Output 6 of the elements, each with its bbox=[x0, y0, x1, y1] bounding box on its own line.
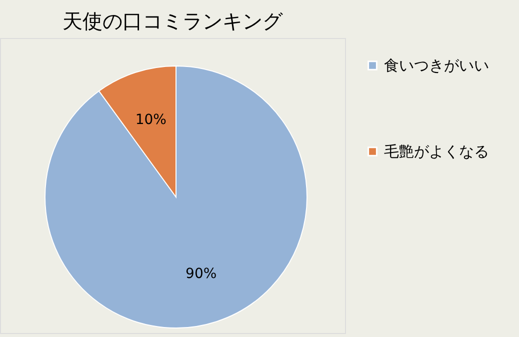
data-label: 10% bbox=[135, 112, 166, 128]
legend-label: 毛艶がよくなる bbox=[384, 142, 489, 160]
data-label: 90% bbox=[186, 266, 217, 282]
pie-slice bbox=[44, 66, 308, 328]
chart-title: 天使の口コミランキング bbox=[62, 9, 284, 33]
legend-label: 食いつきがいい bbox=[384, 56, 489, 74]
